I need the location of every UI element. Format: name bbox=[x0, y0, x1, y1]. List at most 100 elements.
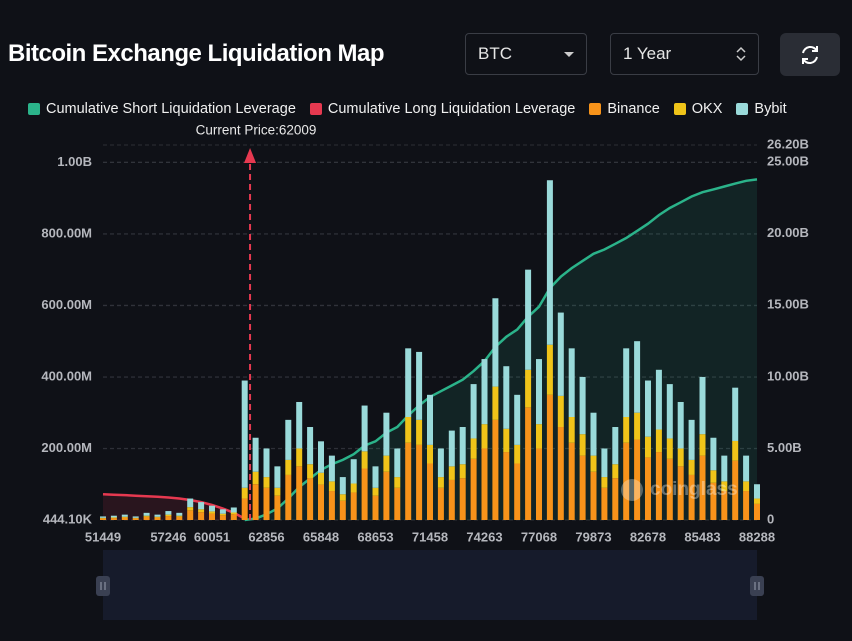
legend-item[interactable]: Binance bbox=[589, 101, 660, 117]
legend-swatch bbox=[673, 103, 686, 115]
bar-segment bbox=[198, 509, 205, 513]
bar-segment bbox=[710, 470, 717, 483]
slider-handle-left[interactable] bbox=[96, 576, 110, 596]
bar-segment bbox=[481, 424, 488, 449]
range-slider[interactable] bbox=[103, 550, 757, 620]
cumulative-area bbox=[244, 179, 757, 520]
bar-segment bbox=[372, 495, 379, 520]
spinner-caret bbox=[736, 46, 746, 62]
dropdown-caret bbox=[564, 52, 574, 57]
x-tick-label: 77068 bbox=[521, 529, 557, 544]
bar-segment bbox=[143, 512, 150, 516]
x-tick-label: 79873 bbox=[575, 529, 611, 544]
bar-segment bbox=[655, 429, 662, 453]
bar-segment bbox=[536, 359, 542, 425]
bar-segment bbox=[645, 436, 651, 458]
bar-segment bbox=[132, 516, 139, 518]
x-tick-label: 62856 bbox=[248, 529, 284, 544]
bar-segment bbox=[503, 366, 510, 429]
bar-segment bbox=[492, 298, 499, 387]
bar-segment bbox=[568, 348, 575, 418]
legend-item[interactable]: Bybit bbox=[736, 101, 787, 117]
bar-segment bbox=[361, 405, 368, 452]
bar-segment bbox=[612, 464, 619, 479]
bar-segment bbox=[601, 477, 608, 488]
bar-segment bbox=[557, 312, 564, 396]
bar-segment bbox=[470, 384, 477, 439]
bar-segment bbox=[252, 437, 259, 472]
bar-segment bbox=[645, 380, 651, 437]
bar-segment bbox=[754, 484, 760, 499]
bar-segment bbox=[492, 386, 499, 420]
bar-segment bbox=[546, 394, 553, 520]
bar-segment bbox=[448, 430, 455, 467]
bar-segment bbox=[187, 507, 194, 511]
bar-segment bbox=[459, 427, 466, 465]
bar-segment bbox=[754, 498, 760, 504]
bar-segment bbox=[252, 484, 259, 520]
bar-segment bbox=[579, 434, 586, 456]
x-tick-label: 71458 bbox=[412, 529, 448, 544]
bar-segment bbox=[503, 428, 510, 453]
bar-segment bbox=[394, 487, 401, 520]
bar-segment bbox=[307, 464, 314, 479]
refresh-button[interactable] bbox=[780, 33, 840, 76]
bar-segment bbox=[187, 498, 194, 508]
bar-segment bbox=[437, 477, 444, 488]
bar-segment bbox=[121, 517, 128, 520]
slider-handle-right[interactable] bbox=[750, 576, 764, 596]
bar-segment bbox=[328, 481, 335, 492]
y2-tick-label: 15.00B bbox=[767, 297, 809, 312]
bar-segment bbox=[296, 401, 303, 449]
cumulative-area bbox=[103, 494, 245, 520]
bar-segment bbox=[100, 518, 106, 520]
x-tick-label: 51449 bbox=[85, 529, 121, 544]
bar-segment bbox=[743, 455, 750, 482]
period-value: 1 Year bbox=[623, 44, 672, 63]
bar-segment bbox=[307, 427, 314, 465]
bar-segment bbox=[307, 478, 314, 520]
bar-segment bbox=[601, 448, 608, 478]
bar-segment bbox=[339, 477, 346, 495]
bar-segment bbox=[666, 458, 673, 520]
legend-item[interactable]: OKX bbox=[673, 101, 722, 117]
bar-segment bbox=[666, 438, 673, 459]
y-tick-label: 400.00M bbox=[41, 369, 92, 384]
bar-segment bbox=[110, 515, 117, 518]
bar-segment bbox=[514, 463, 521, 520]
bar-segment bbox=[688, 459, 695, 475]
bar-segment bbox=[165, 514, 172, 517]
bar-segment bbox=[514, 394, 521, 445]
bar-segment bbox=[536, 424, 542, 449]
bar-segment bbox=[437, 448, 444, 478]
bar-segment bbox=[557, 395, 564, 428]
bar-segment bbox=[350, 483, 357, 493]
bar-segment bbox=[121, 516, 128, 518]
bar-segment bbox=[721, 455, 728, 482]
legend-item[interactable]: Cumulative Long Liquidation Leverage bbox=[309, 101, 575, 117]
legend-item[interactable]: Cumulative Short Liquidation Leverage bbox=[28, 101, 296, 117]
bar-segment bbox=[481, 359, 488, 425]
bar-segment bbox=[383, 455, 390, 472]
bar-segment bbox=[677, 448, 684, 467]
coin-select[interactable]: BTC bbox=[465, 33, 587, 75]
bar-segment bbox=[492, 419, 499, 520]
bar-segment bbox=[209, 513, 215, 520]
bar-segment bbox=[612, 427, 619, 465]
bar-segment bbox=[666, 384, 673, 439]
x-tick-label: 60051 bbox=[194, 529, 230, 544]
bar-segment bbox=[634, 412, 641, 440]
y2-tick-label: 0 bbox=[767, 511, 774, 526]
bar-segment bbox=[230, 507, 237, 513]
x-tick-label: 74263 bbox=[466, 529, 502, 544]
page-title: Bitcoin Exchange Liquidation Map bbox=[8, 40, 385, 67]
bar-segment bbox=[143, 515, 150, 517]
bar-segment bbox=[470, 458, 477, 520]
bar-segment bbox=[318, 484, 324, 520]
bar-segment bbox=[743, 491, 750, 520]
period-select[interactable]: 1 Year bbox=[610, 33, 759, 75]
bar-segment bbox=[252, 471, 259, 485]
bar-segment bbox=[209, 511, 215, 514]
